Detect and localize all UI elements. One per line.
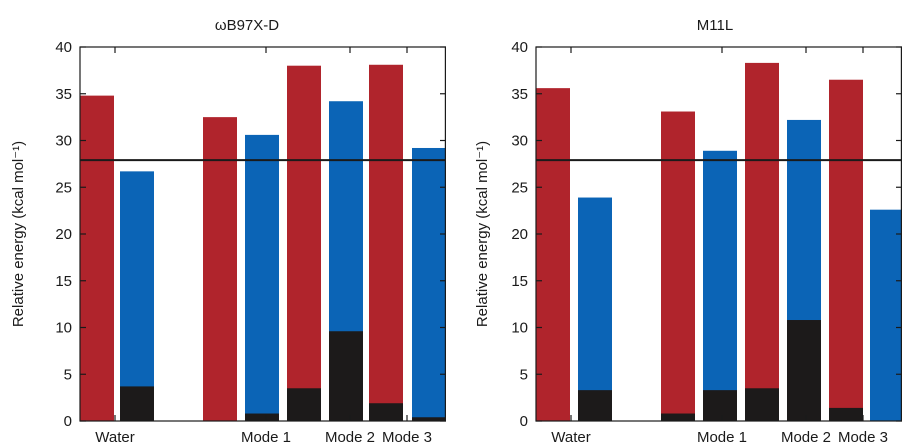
y-tick-label: 10 bbox=[55, 320, 72, 337]
x-tick-label: Water bbox=[551, 429, 590, 446]
y-tick-label: 30 bbox=[511, 133, 528, 150]
bar-red bbox=[536, 88, 570, 421]
chart-panel-1: ωB97X-D Relative energy (kcal mol⁻¹) 0 5 1… bbox=[10, 17, 446, 446]
plot-frame bbox=[535, 46, 902, 422]
bar-segment-black bbox=[120, 386, 154, 421]
y-tick-label: 0 bbox=[520, 413, 528, 430]
bar-red bbox=[287, 65, 321, 421]
plot-frame bbox=[79, 46, 446, 422]
y-tick-label: 30 bbox=[55, 133, 72, 150]
bar-blue bbox=[578, 197, 612, 421]
y-tick-label: 20 bbox=[511, 226, 528, 243]
x-tick-label: Mode 3 bbox=[838, 429, 888, 446]
bar-red bbox=[745, 62, 779, 422]
x-tick-label: Water bbox=[95, 429, 134, 446]
y-tick-label: 25 bbox=[511, 179, 528, 196]
bar-segment-black bbox=[787, 320, 821, 421]
x-tick-label: Mode 1 bbox=[241, 429, 291, 446]
bar-segment-black bbox=[745, 388, 779, 421]
bar-group bbox=[536, 62, 902, 422]
bar-segment-black bbox=[245, 413, 279, 421]
bar-segment-black bbox=[703, 390, 737, 421]
y-tick-label: 20 bbox=[55, 226, 72, 243]
bar-blue bbox=[120, 171, 154, 421]
x-tick-labels: Water Mode 1 Mode 2 Mode 3 bbox=[95, 429, 432, 446]
bar-group bbox=[80, 64, 446, 422]
bar-red bbox=[661, 111, 695, 421]
bar-red bbox=[203, 117, 237, 421]
x-tick-labels: Water Mode 1 Mode 2 Mode 3 bbox=[551, 429, 888, 446]
bar-blue bbox=[245, 134, 279, 421]
x-tick-label: Mode 1 bbox=[697, 429, 747, 446]
y-tick-label: 5 bbox=[520, 366, 528, 383]
y-tick-labels: 0 5 10 15 20 25 30 35 40 bbox=[55, 39, 72, 430]
bar-segment-black bbox=[412, 417, 446, 421]
chart-title: M11L bbox=[697, 17, 733, 34]
bar-blue bbox=[870, 209, 902, 421]
bar-red bbox=[829, 79, 863, 421]
chart-title: ωB97X-D bbox=[215, 17, 279, 34]
bar-segment-black bbox=[329, 331, 363, 421]
y-axis-label: Relative energy (kcal mol⁻¹) bbox=[474, 141, 491, 327]
y-tick-label: 5 bbox=[64, 366, 72, 383]
y-tick-label: 35 bbox=[55, 86, 72, 103]
y-tick-label: 15 bbox=[55, 273, 72, 290]
y-tick-label: 15 bbox=[511, 273, 528, 290]
x-tick-label: Mode 2 bbox=[781, 429, 831, 446]
bar-segment-black bbox=[369, 403, 403, 421]
bar-segment-black bbox=[287, 388, 321, 421]
y-tick-label: 25 bbox=[55, 179, 72, 196]
x-tick-label: Mode 2 bbox=[325, 429, 375, 446]
y-tick-label: 0 bbox=[64, 413, 72, 430]
y-tick-label: 40 bbox=[55, 39, 72, 56]
y-tick-label: 10 bbox=[511, 320, 528, 337]
bar-red bbox=[369, 64, 403, 421]
bar-blue bbox=[412, 147, 446, 422]
bar-segment-black bbox=[578, 390, 612, 421]
y-tick-label: 40 bbox=[511, 39, 528, 56]
y-tick-labels: 0 5 10 15 20 25 30 35 40 bbox=[511, 39, 528, 430]
y-tick-label: 35 bbox=[511, 86, 528, 103]
bar-segment-black bbox=[661, 413, 695, 421]
bar-red bbox=[80, 95, 114, 422]
bar-segment-black bbox=[829, 407, 863, 421]
x-tick-label: Mode 3 bbox=[382, 429, 432, 446]
bar-blue bbox=[703, 150, 737, 421]
chart-panel-2: M11L Relative energy (kcal mol⁻¹) 0 5 10 15… bbox=[474, 17, 902, 446]
y-axis-label: Relative energy (kcal mol⁻¹) bbox=[10, 141, 27, 327]
